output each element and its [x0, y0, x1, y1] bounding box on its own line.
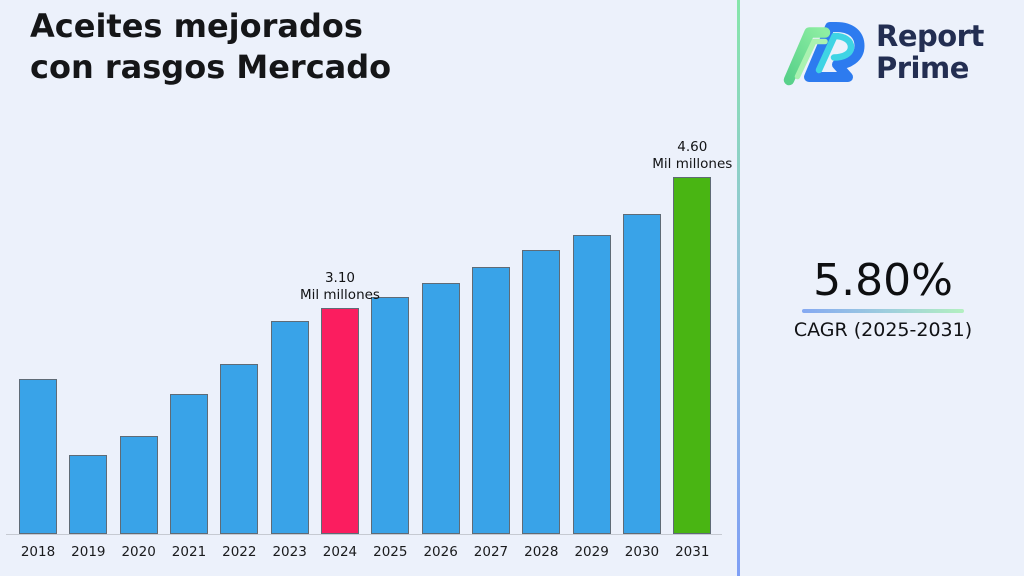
x-tick-2027: 2027: [473, 544, 509, 560]
brand-name-line-1: Report: [876, 19, 984, 53]
cagr-panel: 5.80% CAGR (2025-2031): [783, 255, 983, 342]
annotation-unit-2024: Mil millones: [299, 287, 380, 303]
x-tick-2022: 2022: [222, 544, 257, 560]
bar-2030: [622, 214, 661, 534]
x-tick-2023: 2023: [272, 544, 307, 560]
annotation-value-2024: 3.10: [324, 270, 355, 286]
report-prime-logo-icon: [783, 22, 865, 86]
x-tick-2018: 2018: [20, 544, 56, 560]
cagr-underline: [802, 309, 964, 313]
bar-2018: [19, 379, 57, 534]
annotation-unit-2031: Mil millones: [652, 156, 733, 172]
x-tick-2024: 2024: [322, 544, 358, 560]
x-tick-2031: 2031: [675, 544, 710, 560]
annotation-2024: 3.10 Mil millones: [265, 270, 415, 304]
cagr-value: 5.80%: [813, 255, 953, 306]
x-tick-2026: 2026: [423, 544, 458, 560]
x-tick-2029: 2029: [574, 544, 609, 560]
bar-2027: [471, 267, 510, 534]
bar-2025: [371, 297, 410, 534]
title-line-2: con rasgos Mercado: [30, 48, 392, 86]
bar-chart: 2018 2019 2020 2021 2022 2023 2024 2025 2026 2027…: [6, 139, 732, 560]
bar-2031: [673, 177, 712, 534]
x-tick-2030: 2030: [624, 544, 660, 560]
x-tick-2025: 2025: [373, 544, 408, 560]
bar-2024: [320, 308, 359, 534]
bar-2022: [220, 364, 259, 534]
vertical-divider: [737, 0, 740, 576]
cagr-label: CAGR (2025-2031): [793, 319, 973, 341]
brand-name-line-2: Prime: [876, 51, 969, 85]
bar-2029: [572, 235, 611, 534]
x-axis-line: [6, 534, 722, 535]
bar-2023: [270, 321, 309, 534]
bar-2020: [119, 436, 158, 534]
annotation-2031: 4.60 Mil millones: [617, 139, 767, 173]
x-tick-2028: 2028: [524, 544, 559, 560]
bar-2026: [421, 283, 460, 534]
bar-2019: [69, 455, 108, 534]
page-title: Aceites mejorados con rasgos Mercado: [30, 6, 391, 88]
title-line-1: Aceites mejorados: [30, 7, 363, 45]
bar-2021: [169, 394, 208, 534]
brand-name: Report Prime: [876, 20, 984, 84]
brand-logo: Report Prime: [782, 16, 984, 88]
x-tick-2021: 2021: [171, 544, 207, 560]
annotation-value-2031: 4.60: [677, 139, 708, 155]
x-tick-2019: 2019: [71, 544, 106, 560]
bar-2028: [522, 250, 561, 534]
x-tick-2020: 2020: [121, 544, 156, 560]
